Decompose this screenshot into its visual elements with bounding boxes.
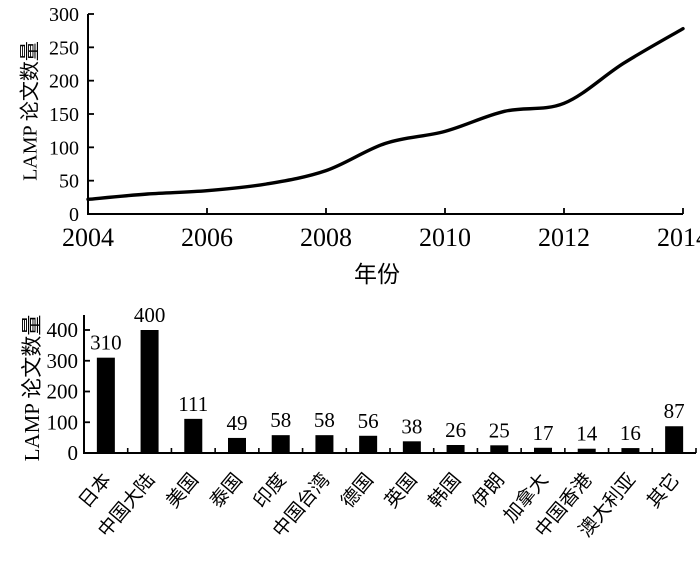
line-chart-x-axis-label: 年份 — [354, 262, 400, 287]
trend-line — [86, 26, 685, 202]
category-label: 德国 — [337, 469, 378, 512]
y-tick-label: 250 — [49, 37, 79, 59]
y-tick-label: 300 — [49, 4, 79, 26]
bar-value-label: 58 — [314, 408, 335, 432]
x-tick-label: 2012 — [538, 223, 590, 252]
line-chart-axes — [87, 14, 683, 215]
y-tick-label: 400 — [47, 318, 79, 342]
y-tick-label: 0 — [69, 204, 79, 226]
x-tick-label: 2004 — [62, 223, 114, 252]
bar-韩国 — [446, 445, 465, 453]
bar-日本 — [96, 357, 115, 453]
bar-中国香港 — [577, 448, 596, 453]
bar-德国 — [359, 435, 378, 453]
bar-印度 — [271, 435, 290, 453]
bar-value-label: 38 — [401, 414, 422, 438]
bar-英国 — [402, 441, 421, 453]
y-tick-label: 50 — [59, 171, 79, 193]
bar-value-label: 14 — [576, 422, 598, 446]
bar-value-label: 58 — [270, 408, 291, 432]
bar-中国大陆 — [140, 330, 159, 453]
y-tick-label: 150 — [49, 104, 79, 126]
x-tick-label: 2008 — [300, 223, 352, 252]
x-tick-label: 2014 — [657, 223, 700, 252]
bar-value-label: 400 — [134, 303, 166, 327]
bar-value-label: 25 — [489, 418, 510, 442]
bar-value-label: 16 — [620, 421, 641, 445]
category-label: 日本 — [74, 469, 115, 512]
bar-value-label: 26 — [445, 418, 466, 442]
bar-美国 — [184, 418, 203, 453]
category-label: 英国 — [380, 469, 421, 512]
y-tick-label: 0 — [68, 441, 79, 465]
bar-value-label: 49 — [227, 411, 248, 435]
bar-加拿大 — [534, 447, 552, 453]
bar-chart-plot: 0100200300400310日本400中国大陆111美国49泰国58印度58… — [47, 303, 697, 541]
x-tick-label: 2006 — [181, 223, 233, 252]
x-tick-label: 2010 — [419, 223, 471, 252]
bar-value-label: 17 — [533, 421, 554, 445]
y-tick-label: 300 — [47, 349, 79, 373]
y-tick-label: 100 — [47, 410, 79, 434]
bar-中国台湾 — [315, 435, 334, 453]
y-tick-label: 200 — [49, 71, 79, 93]
bar-value-label: 56 — [358, 409, 379, 433]
bar-伊朗 — [490, 445, 509, 453]
bar-其它 — [665, 426, 684, 453]
category-label: 美国 — [162, 469, 203, 512]
bar-泰国 — [228, 437, 246, 453]
y-tick-label: 100 — [49, 137, 79, 159]
bar-chart-axes — [83, 315, 696, 454]
category-label: 泰国 — [206, 469, 247, 512]
bar-value-label: 87 — [664, 399, 685, 423]
bar-value-label: 111 — [178, 392, 208, 416]
category-label: 印度 — [249, 469, 290, 512]
category-label: 伊朗 — [468, 469, 509, 512]
y-tick-label: 200 — [47, 380, 79, 404]
bar-value-label: 310 — [90, 331, 122, 355]
category-label: 韩国 — [424, 469, 465, 512]
bar-澳大利亚 — [621, 448, 640, 453]
category-label: 其它 — [643, 469, 684, 512]
line-chart-plot: 0 50 100 150 200 250 300 2004 2006 2008 2010 2012 20… — [49, 4, 700, 252]
